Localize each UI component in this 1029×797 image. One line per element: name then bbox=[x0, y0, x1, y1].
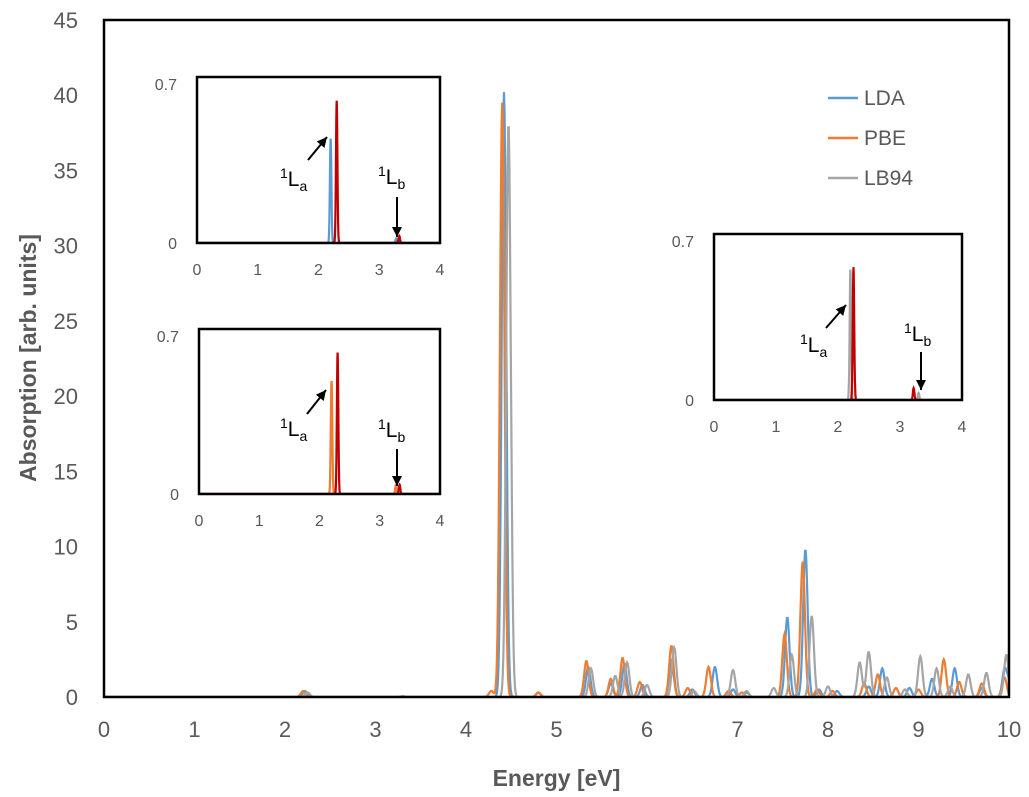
inset-frame bbox=[197, 327, 442, 496]
y-tick-label: 20 bbox=[54, 384, 78, 409]
inset-lines bbox=[197, 100, 440, 243]
inset-background bbox=[197, 77, 440, 243]
x-tick-label: 0 bbox=[98, 717, 110, 742]
y-tick-label: 0 bbox=[66, 685, 78, 710]
inset-x-tick-label: 0 bbox=[710, 419, 719, 436]
inset-annotation-label: 1La bbox=[800, 331, 827, 360]
inset-x-tick-label: 2 bbox=[315, 513, 324, 530]
inset-x-tick-label: 2 bbox=[834, 419, 843, 436]
inset-annotation-arrowhead bbox=[835, 305, 846, 316]
inset-x-tick-label: 1 bbox=[772, 419, 781, 436]
inset-annotation-arrowhead bbox=[916, 380, 926, 390]
inset-x-tick-label: 1 bbox=[255, 513, 264, 530]
inset-annotation-label: 1Lb bbox=[904, 320, 931, 349]
inset-x-tick-label: 0 bbox=[195, 513, 204, 530]
x-tick-label: 7 bbox=[731, 717, 743, 742]
plot-frame bbox=[102, 18, 1011, 699]
inset-annotation-arrowhead bbox=[316, 137, 327, 148]
insets: 0 1 2 3 4 0 0.7 1La 1Lb 0 1 2 3 4 0 0.7 1La 1Lb 0 1 2 3 4 0 0.7 1… bbox=[155, 75, 967, 530]
inset-line-2 bbox=[197, 100, 440, 243]
inset-y-tick-label: 0.7 bbox=[157, 329, 179, 346]
inset-x-tick-label: 4 bbox=[958, 419, 967, 436]
y-tick-label: 40 bbox=[54, 83, 78, 108]
x-tick-label: 9 bbox=[912, 717, 924, 742]
x-tick-label: 4 bbox=[460, 717, 472, 742]
y-tick-label: 35 bbox=[54, 158, 78, 183]
inset-annotation-arrowhead bbox=[315, 390, 326, 401]
x-tick-label: 10 bbox=[997, 717, 1021, 742]
legend-label-lda: LDA bbox=[864, 87, 905, 110]
inset-line-2 bbox=[199, 352, 440, 494]
inset-x-tick-label: 3 bbox=[896, 419, 905, 436]
inset-frame bbox=[195, 75, 442, 245]
inset-y-tick-label: 0 bbox=[168, 236, 177, 253]
y-tick-label: 5 bbox=[66, 610, 78, 635]
y-axis-label: Absorption [arb. units] bbox=[15, 234, 41, 482]
y-tick-label: 30 bbox=[54, 234, 78, 259]
x-tick-label: 3 bbox=[369, 717, 381, 742]
inset-3: 0 1 2 3 4 0 0.7 1La 1Lb bbox=[672, 232, 967, 436]
inset-x-tick-label: 2 bbox=[314, 262, 323, 279]
inset-annotation-label: 1La bbox=[280, 165, 307, 194]
x-tick-label: 6 bbox=[641, 717, 653, 742]
inset-x-tick-label: 3 bbox=[375, 513, 384, 530]
x-tick-label: 2 bbox=[279, 717, 291, 742]
x-tick-label: 5 bbox=[550, 717, 562, 742]
x-axis-label: Energy [eV] bbox=[493, 765, 621, 791]
x-tick-label: 1 bbox=[188, 717, 200, 742]
inset-x-tick-label: 0 bbox=[193, 262, 202, 279]
inset-y-tick-label: 0 bbox=[685, 393, 694, 410]
inset-frame bbox=[712, 232, 964, 402]
inset-annotation-label: 1La bbox=[280, 415, 307, 444]
y-tick-label: 45 bbox=[54, 8, 78, 33]
legend: LDA PBE LB94 bbox=[828, 87, 913, 190]
inset-2: 0 1 2 3 4 0 0.7 1La 1Lb bbox=[157, 327, 445, 530]
y-tick-label: 10 bbox=[54, 535, 78, 560]
legend-label-lb94: LB94 bbox=[864, 167, 913, 190]
inset-background bbox=[714, 234, 962, 400]
inset-x-tick-label: 1 bbox=[253, 262, 262, 279]
inset-y-tick-label: 0 bbox=[170, 487, 179, 504]
inset-x-tick-label: 4 bbox=[436, 513, 445, 530]
inset-annotation-label: 1Lb bbox=[378, 416, 405, 445]
inset-y-tick-label: 0.7 bbox=[672, 234, 694, 251]
y-tick-label: 15 bbox=[54, 459, 78, 484]
inset-annotation-arrowhead bbox=[392, 227, 402, 237]
inset-annotation-arrowhead bbox=[392, 476, 402, 486]
inset-lines bbox=[199, 352, 440, 494]
inset-y-tick-label: 0.7 bbox=[155, 77, 177, 94]
inset-annotation-label: 1Lb bbox=[378, 163, 405, 192]
inset-1: 0 1 2 3 4 0 0.7 1La 1Lb bbox=[155, 75, 445, 279]
inset-x-tick-label: 4 bbox=[436, 262, 445, 279]
x-tick-label: 8 bbox=[822, 717, 834, 742]
series-line-lb94 bbox=[104, 126, 1009, 697]
inset-background bbox=[199, 329, 440, 494]
legend-label-pbe: PBE bbox=[864, 127, 906, 150]
inset-x-tick-label: 3 bbox=[375, 262, 384, 279]
y-tick-label: 25 bbox=[54, 309, 78, 334]
